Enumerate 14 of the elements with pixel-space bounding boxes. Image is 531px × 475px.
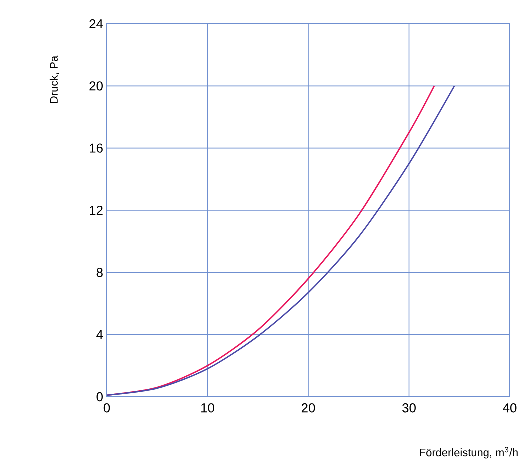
y-tick-label: 20 bbox=[90, 82, 103, 91]
x-tick-label: 30 bbox=[402, 404, 416, 413]
y-tick-label: 0 bbox=[96, 392, 103, 402]
x-tick-label: 0 bbox=[104, 404, 110, 413]
y-tick-label: 4 bbox=[96, 330, 104, 340]
x-tick-label: 10 bbox=[202, 404, 214, 413]
y-tick-label: 16 bbox=[90, 144, 103, 153]
y-axis-title: Druck, Pa bbox=[50, 56, 60, 104]
x-tick-label: 20 bbox=[302, 404, 316, 413]
y-tick-label: 12 bbox=[90, 206, 103, 216]
y-tick-label: 24 bbox=[90, 19, 104, 29]
x-axis-title: Förderleistung, m$^{3}$/h bbox=[420, 447, 518, 459]
x-tick-label: 40 bbox=[503, 404, 517, 413]
y-tick-label: 8 bbox=[96, 268, 103, 278]
